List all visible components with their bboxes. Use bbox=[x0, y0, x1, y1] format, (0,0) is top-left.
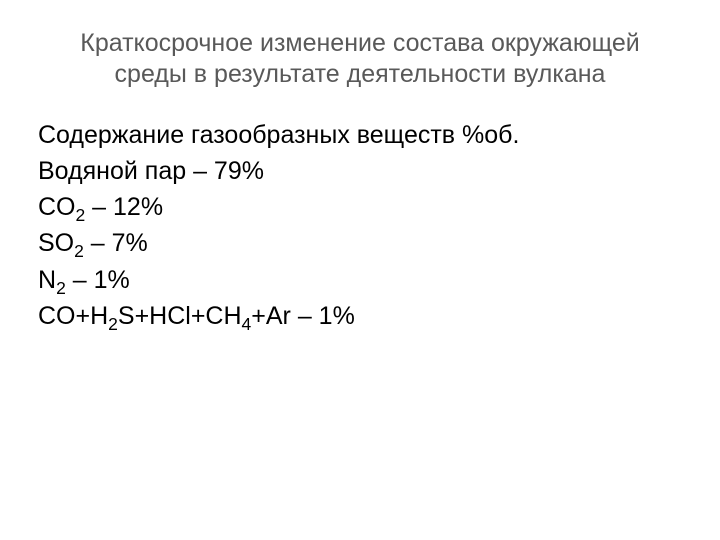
subscript: 4 bbox=[242, 314, 252, 334]
row-other: CO+H2S+HCl+CH4+Ar – 1% bbox=[38, 298, 682, 334]
body-heading: Содержание газообразных веществ %об. bbox=[38, 117, 682, 153]
value: – 7% bbox=[84, 229, 148, 257]
formula-part: CO bbox=[38, 193, 76, 221]
subscript: 2 bbox=[76, 205, 86, 225]
formula-part: N bbox=[38, 266, 56, 294]
row-co2: CO2 – 12% bbox=[38, 189, 682, 225]
formula-part: +Ar – 1% bbox=[251, 302, 355, 330]
row-so2: SO2 – 7% bbox=[38, 225, 682, 261]
subscript: 2 bbox=[108, 314, 118, 334]
value: – 79% bbox=[186, 157, 264, 185]
slide-title: Краткосрочное изменение состава окружающ… bbox=[38, 28, 682, 91]
subscript: 2 bbox=[74, 241, 84, 261]
body: Содержание газообразных веществ %об. Вод… bbox=[38, 117, 682, 335]
formula-part: S+HCl+CH bbox=[118, 302, 242, 330]
value: – 1% bbox=[66, 266, 130, 294]
row-n2: N2 – 1% bbox=[38, 262, 682, 298]
label: Водяной пар bbox=[38, 157, 186, 185]
slide: Краткосрочное изменение состава окружающ… bbox=[0, 0, 720, 540]
row-water-vapor: Водяной пар – 79% bbox=[38, 153, 682, 189]
formula-part: SO bbox=[38, 229, 74, 257]
formula-part: CO+H bbox=[38, 302, 108, 330]
title-line-2: среды в результате деятельности вулкана bbox=[115, 60, 606, 88]
subscript: 2 bbox=[56, 278, 66, 298]
title-line-1: Краткосрочное изменение состава окружающ… bbox=[80, 29, 639, 57]
value: – 12% bbox=[85, 193, 163, 221]
